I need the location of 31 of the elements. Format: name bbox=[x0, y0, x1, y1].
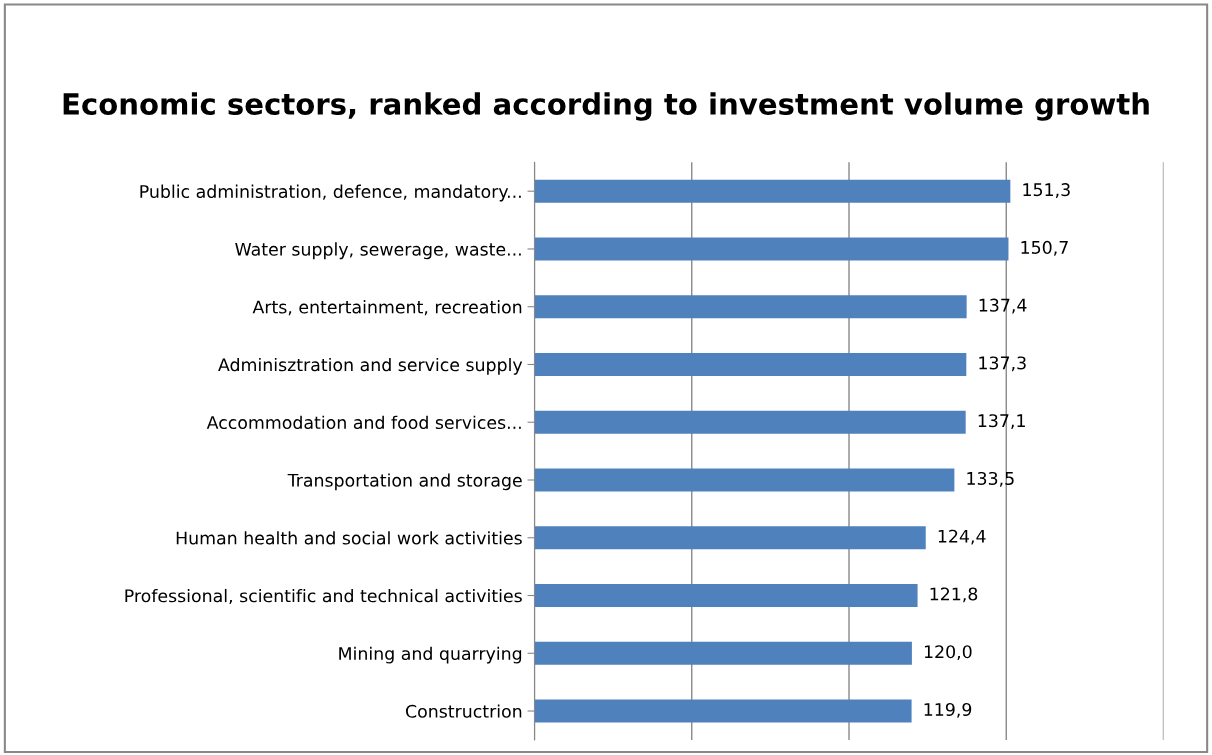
data-label: 137,3 bbox=[979, 356, 1026, 372]
data-label: 120,0 bbox=[924, 645, 972, 661]
bar bbox=[534, 526, 926, 550]
y-tick-label: Human health and social work activities bbox=[176, 531, 522, 545]
y-tick-label: Water supply, sewerage, waste... bbox=[235, 242, 521, 260]
y-tick-label: Professional, scientific and technical activities bbox=[125, 588, 522, 605]
bar bbox=[534, 295, 967, 319]
y-tick-label: Arts, entertainment, recreation bbox=[252, 300, 522, 316]
bar bbox=[534, 237, 1009, 261]
bar bbox=[534, 179, 1011, 203]
bar bbox=[534, 641, 912, 665]
y-tick-label: Public administration, defence, mandatory... bbox=[140, 184, 521, 202]
data-label: 150,7 bbox=[1021, 240, 1068, 256]
y-tick-label: Adminisztration and service supply bbox=[218, 357, 523, 375]
bar bbox=[534, 352, 967, 377]
bar bbox=[534, 583, 918, 608]
data-label: 137,4 bbox=[979, 298, 1027, 314]
chart-title: Economic sectors, ranked according to investment volume growth bbox=[63, 92, 1149, 121]
y-tick-label: Mining and quarrying bbox=[339, 646, 522, 664]
data-label: 121,8 bbox=[930, 587, 978, 603]
bar bbox=[534, 468, 955, 492]
data-label: 133,5 bbox=[967, 471, 1014, 487]
y-tick-label: Transportation and storage bbox=[287, 473, 522, 491]
y-tick-label: Constructrion bbox=[405, 704, 522, 718]
data-label: 124,4 bbox=[938, 529, 986, 545]
data-label: 119,9 bbox=[924, 702, 972, 718]
data-label: 137,1 bbox=[978, 414, 1025, 430]
bar bbox=[534, 410, 966, 434]
y-tick-label: Accommodation and food services... bbox=[206, 415, 521, 430]
bar bbox=[534, 699, 912, 723]
data-label: 151,3 bbox=[1023, 183, 1070, 199]
